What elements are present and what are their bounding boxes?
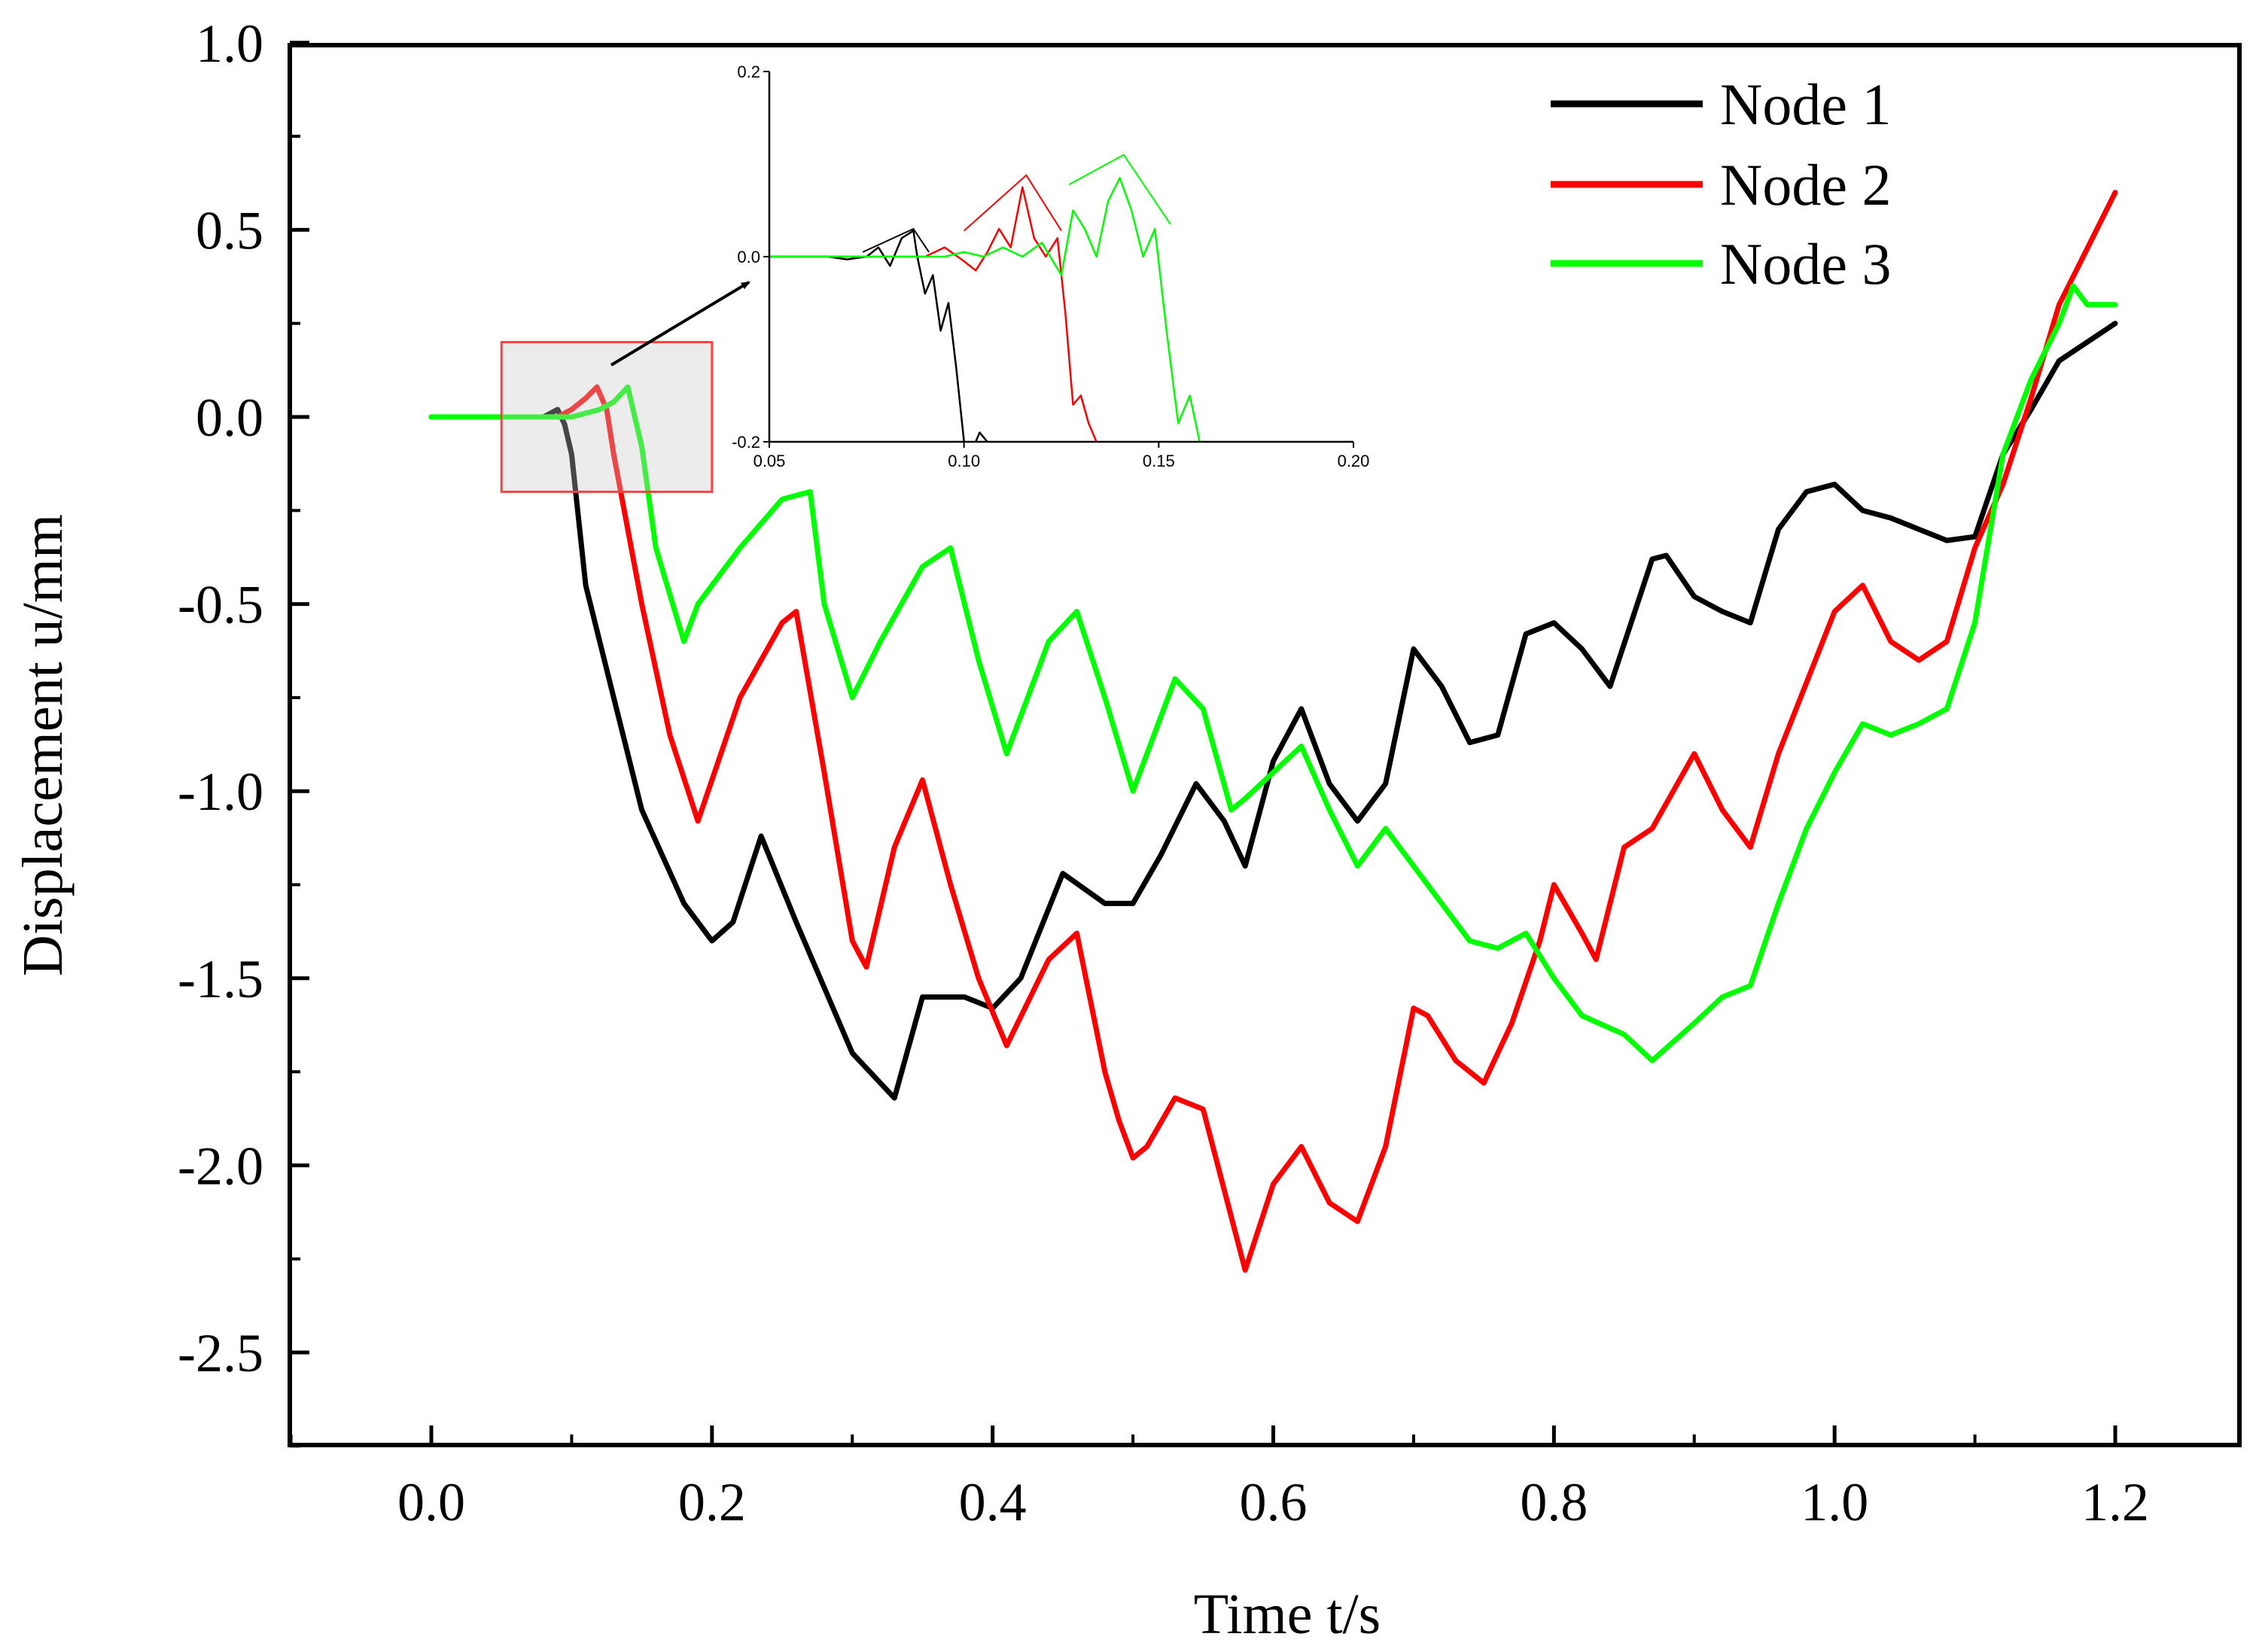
y-tick-label: -0.5 <box>178 575 263 635</box>
x-tick-label: 1.2 <box>2081 1472 2149 1532</box>
inset-series-line-node-2 <box>769 186 1098 442</box>
legend-label-node-3: Node 3 <box>1720 231 1891 297</box>
y-tick-label: 0.0 <box>196 388 263 448</box>
inset-peak-arrow-2 <box>964 174 1062 232</box>
y-tick-label: -2.5 <box>178 1323 263 1383</box>
y-tick-label: 1.0 <box>196 14 263 74</box>
x-tick-label: 0.0 <box>397 1472 465 1532</box>
inset-series-line-node-3 <box>769 177 1201 442</box>
series-line-node-2 <box>428 190 2118 1273</box>
x-tick-label: 0.2 <box>678 1472 746 1532</box>
y-tick-label: 0.5 <box>196 200 263 260</box>
zoom-highlight-box <box>500 341 714 493</box>
legend-label-node-1: Node 1 <box>1720 71 1891 137</box>
legend: Node 1 Node 2 Node 3 <box>1551 71 1891 297</box>
inset-x-tick-label: 0.20 <box>1338 452 1370 470</box>
x-tick-label: 0.4 <box>959 1472 1027 1532</box>
inset-y-tick-label: 0.2 <box>737 62 760 81</box>
x-axis-title: Time t/s <box>1194 1583 1381 1646</box>
x-tick-label: 0.6 <box>1240 1472 1308 1532</box>
main-axes: 0.0 0.2 0.4 0.6 0.8 1.0 1.2 1.0 0.5 0.0 -0.5 -1.0 -1… <box>11 14 2242 1646</box>
zoom-highlight-region <box>500 281 750 493</box>
inset-peak-arrow-1 <box>862 227 930 253</box>
series-line-node-1 <box>428 321 2118 1101</box>
y-tick-label: -1.5 <box>178 949 263 1009</box>
y-tick-label: -1.0 <box>178 762 263 822</box>
series-line-node-3 <box>428 283 2118 1063</box>
plot-frame <box>288 43 2242 1447</box>
y-axis-title: Displacement u/mm <box>11 514 75 976</box>
inset-y-tick-label: -0.2 <box>732 433 760 452</box>
zoom-arrow <box>610 281 750 367</box>
inset-x-tick-label: 0.15 <box>1143 452 1175 470</box>
inset-plot: 0.05 0.10 0.15 0.20 0.2 0.0 -0.2 <box>732 62 1369 470</box>
x-tick-label: 0.8 <box>1520 1472 1588 1532</box>
main-plot-series <box>428 190 2118 1273</box>
y-tick-label: -2.0 <box>178 1136 263 1196</box>
inset-y-tick-label: 0.0 <box>737 248 760 266</box>
inset-x-tick-label: 0.05 <box>754 452 786 470</box>
legend-label-node-2: Node 2 <box>1720 152 1891 218</box>
inset-x-tick-label: 0.10 <box>948 452 980 470</box>
inset-peak-arrow-3 <box>1068 154 1171 225</box>
inset-series <box>769 177 1201 442</box>
x-tick-label: 1.0 <box>1801 1472 1868 1532</box>
